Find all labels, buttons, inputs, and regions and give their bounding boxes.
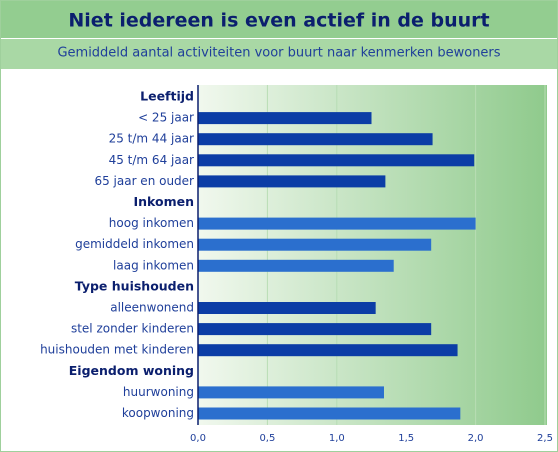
y-tick-label: alleenwonend — [110, 301, 194, 315]
x-tick-label: 1,5 — [398, 433, 414, 444]
bar — [198, 386, 384, 399]
x-tick-label: 2,0 — [468, 433, 484, 444]
group-label: Leeftijd — [140, 89, 194, 104]
y-tick-label: huishouden met kinderen — [40, 343, 194, 357]
y-tick-label: huurwoning — [123, 385, 194, 399]
subtitle-band — [1, 39, 557, 69]
bar — [198, 238, 432, 251]
bar — [198, 259, 394, 272]
y-tick-label: 65 jaar en ouder — [94, 174, 194, 188]
group-label: Type huishouden — [75, 278, 194, 293]
bar — [198, 112, 372, 125]
x-tick-label: 2,5 — [537, 433, 553, 444]
y-tick-label: gemiddeld inkomen — [75, 237, 194, 251]
bar — [198, 302, 376, 314]
bar — [198, 407, 461, 420]
bar — [198, 175, 386, 188]
y-tick-label: koopwoning — [122, 406, 194, 420]
y-tick-label: hoog inkomen — [109, 216, 194, 230]
bar — [198, 344, 458, 357]
y-tick-label: < 25 jaar — [138, 111, 194, 125]
y-tick-label: stel zonder kinderen — [71, 322, 194, 336]
group-label: Inkomen — [133, 194, 194, 209]
x-tick-label: 0,0 — [190, 433, 206, 444]
title-band — [1, 1, 557, 38]
y-tick-label: laag inkomen — [113, 258, 194, 272]
chart-title: Niet iedereen is even actief in de buurt — [68, 10, 489, 32]
x-tick-label: 1,0 — [329, 433, 345, 444]
y-tick-label: 45 t/m 64 jaar — [109, 153, 194, 167]
bar — [198, 154, 475, 167]
bar — [198, 323, 432, 336]
bar — [198, 133, 433, 146]
bar — [198, 217, 476, 230]
chart-subtitle: Gemiddeld aantal activiteiten voor buurt… — [57, 46, 500, 61]
group-label: Eigendom woning — [69, 363, 194, 378]
x-tick-label: 0,5 — [259, 433, 275, 444]
y-tick-label: 25 t/m 44 jaar — [109, 132, 194, 146]
